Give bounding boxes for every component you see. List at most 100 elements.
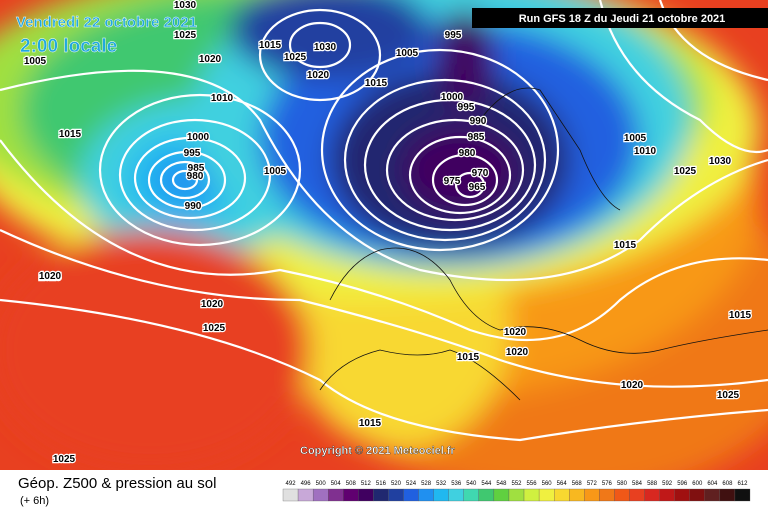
- scale-label: 492: [286, 481, 297, 487]
- isobar-label: 1005: [624, 133, 647, 144]
- isobar-label: 990: [185, 201, 202, 212]
- color-swatch: [659, 488, 675, 502]
- footer-title: Géop. Z500 & pression au sol: [18, 475, 216, 492]
- isobar-label: 1015: [259, 40, 282, 51]
- color-swatch: [328, 488, 344, 502]
- color-swatch: [523, 488, 540, 502]
- color-swatch: [554, 488, 570, 502]
- isobar-label: 1025: [203, 323, 226, 334]
- isobar-label: 1020: [504, 327, 527, 338]
- scale-label: 600: [692, 481, 703, 487]
- isobar-label: 1020: [307, 70, 330, 81]
- color-swatch: [493, 488, 510, 502]
- isobar-label: 1025: [39, 272, 62, 283]
- isobar-label: 995: [184, 148, 201, 159]
- isobar-label: 1010: [634, 146, 657, 157]
- isobar-label: 1020: [39, 271, 62, 282]
- isobar-label: 1025: [174, 30, 197, 41]
- color-swatch: [734, 488, 751, 502]
- color-swatch: [448, 488, 464, 502]
- color-swatch: [418, 488, 434, 502]
- color-swatch: [614, 488, 630, 502]
- isobar-label: 990: [470, 116, 487, 127]
- color-swatch: [689, 488, 705, 502]
- scale-label: 500: [316, 481, 327, 487]
- scale-label: 608: [722, 481, 733, 487]
- isobar-label: 995: [445, 30, 462, 41]
- map: [0, 0, 768, 470]
- isobar-label: 985: [468, 132, 485, 143]
- color-swatch: [282, 488, 299, 502]
- isobar-label: 980: [459, 148, 476, 159]
- isobar-label: 1015: [457, 352, 480, 363]
- isobar-label: 965: [469, 182, 486, 193]
- color-swatch: [629, 488, 645, 502]
- isobar-label: 970: [472, 168, 489, 179]
- date-label: Vendredi 22 octobre 2021: [16, 14, 197, 31]
- scale-label: 552: [511, 481, 522, 487]
- color-swatch: [388, 488, 404, 502]
- isobar-label: 1025: [53, 454, 76, 465]
- scale-label: 568: [572, 481, 583, 487]
- color-swatch: [433, 488, 449, 502]
- isobar-label: 1000: [441, 92, 464, 103]
- scale-label: 532: [436, 481, 447, 487]
- isobar-label: 1010: [211, 93, 234, 104]
- scale-label: 508: [346, 481, 357, 487]
- scale-label: 528: [421, 481, 432, 487]
- color-swatch: [358, 488, 374, 502]
- run-banner: [472, 8, 768, 28]
- color-swatch: [704, 488, 721, 502]
- color-swatch: [463, 488, 479, 502]
- scale-label: 548: [496, 481, 507, 487]
- isobar-label: 975: [444, 176, 461, 187]
- scale-label: 580: [617, 481, 628, 487]
- scale-label: 496: [301, 481, 312, 487]
- footer-lead: (+ 6h): [20, 495, 49, 507]
- isobar-label: 1015: [59, 129, 82, 140]
- isobar-label: 1005: [396, 48, 419, 59]
- isobar-label: 995: [458, 102, 475, 113]
- color-scale: 492 496 500 504 508 512 516 520 524 528 532 536 540 5…: [282, 481, 751, 502]
- isobar-label: 1020: [621, 380, 644, 391]
- scale-label: 604: [707, 481, 718, 487]
- scale-label: 512: [361, 481, 372, 487]
- isobar-label: 1030: [314, 42, 337, 53]
- isobar-label: 1015: [359, 418, 382, 429]
- scale-label: 584: [632, 481, 643, 487]
- scale-label: 524: [406, 481, 417, 487]
- time-label: 2:00 locale: [20, 36, 117, 57]
- color-swatch: [644, 488, 660, 502]
- color-swatch: [719, 488, 736, 502]
- color-swatch: [674, 488, 690, 502]
- scale-label: 612: [737, 481, 748, 487]
- isobar-label: 1025: [717, 390, 740, 401]
- isobar-label: 1005: [264, 166, 287, 177]
- isobar-label: 1020: [199, 54, 222, 65]
- scale-label: 576: [602, 481, 613, 487]
- isobar-label: 1020: [506, 347, 529, 358]
- isobar-label: 1020: [201, 299, 224, 310]
- isobar-label: 980: [187, 171, 204, 182]
- isobar-lines: [0, 0, 768, 442]
- color-swatch: [297, 488, 314, 502]
- scale-label: 592: [662, 481, 673, 487]
- scale-label: 564: [557, 481, 568, 487]
- scale-label: 596: [677, 481, 688, 487]
- color-swatch: [373, 488, 389, 502]
- isobar-label: 1015: [729, 310, 752, 321]
- scale-label: 516: [376, 481, 387, 487]
- coastlines: [319, 87, 768, 401]
- isobar-label: 1030: [709, 156, 732, 167]
- isobar-label: 1015: [365, 78, 388, 89]
- copyright: Copyright © 2021 Meteociel.fr: [300, 445, 456, 457]
- color-swatch: [584, 488, 600, 502]
- scale-label: 540: [466, 481, 477, 487]
- color-swatch: [538, 488, 555, 502]
- scale-label: 588: [647, 481, 658, 487]
- isobar-label: 1030: [174, 0, 197, 11]
- isobar-label: 985: [188, 163, 205, 174]
- color-swatch: [508, 488, 525, 502]
- color-swatch: [343, 488, 359, 502]
